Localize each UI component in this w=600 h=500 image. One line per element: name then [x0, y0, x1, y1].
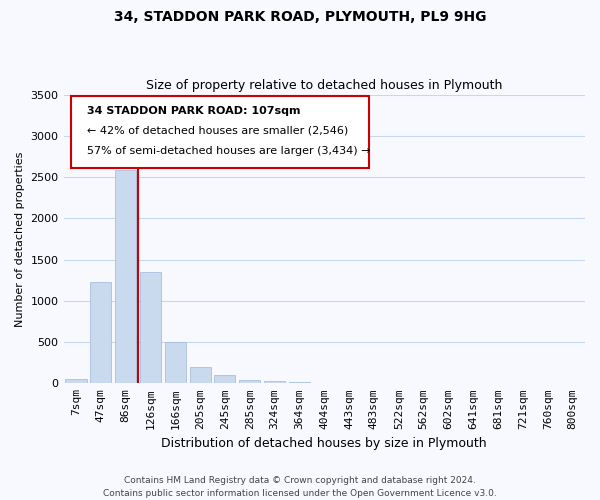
X-axis label: Distribution of detached houses by size in Plymouth: Distribution of detached houses by size …	[161, 437, 487, 450]
Bar	[140, 272, 161, 384]
Y-axis label: Number of detached properties: Number of detached properties	[15, 151, 25, 326]
Text: 57% of semi-detached houses are larger (3,434) →: 57% of semi-detached houses are larger (…	[87, 146, 371, 156]
Text: 34 STADDON PARK ROAD: 107sqm: 34 STADDON PARK ROAD: 107sqm	[87, 106, 301, 116]
Bar	[214, 374, 235, 384]
Bar	[239, 380, 260, 384]
Text: ← 42% of detached houses are smaller (2,546): ← 42% of detached houses are smaller (2,…	[87, 126, 348, 136]
Bar	[165, 342, 186, 384]
FancyBboxPatch shape	[71, 96, 368, 168]
Title: Size of property relative to detached houses in Plymouth: Size of property relative to detached ho…	[146, 79, 502, 92]
Text: Contains HM Land Registry data © Crown copyright and database right 2024.
Contai: Contains HM Land Registry data © Crown c…	[103, 476, 497, 498]
Bar	[264, 381, 285, 384]
Bar	[115, 170, 136, 384]
Bar	[65, 379, 86, 384]
Bar	[90, 282, 112, 384]
Text: 34, STADDON PARK ROAD, PLYMOUTH, PL9 9HG: 34, STADDON PARK ROAD, PLYMOUTH, PL9 9HG	[114, 10, 486, 24]
Bar	[190, 367, 211, 384]
Bar	[289, 382, 310, 384]
